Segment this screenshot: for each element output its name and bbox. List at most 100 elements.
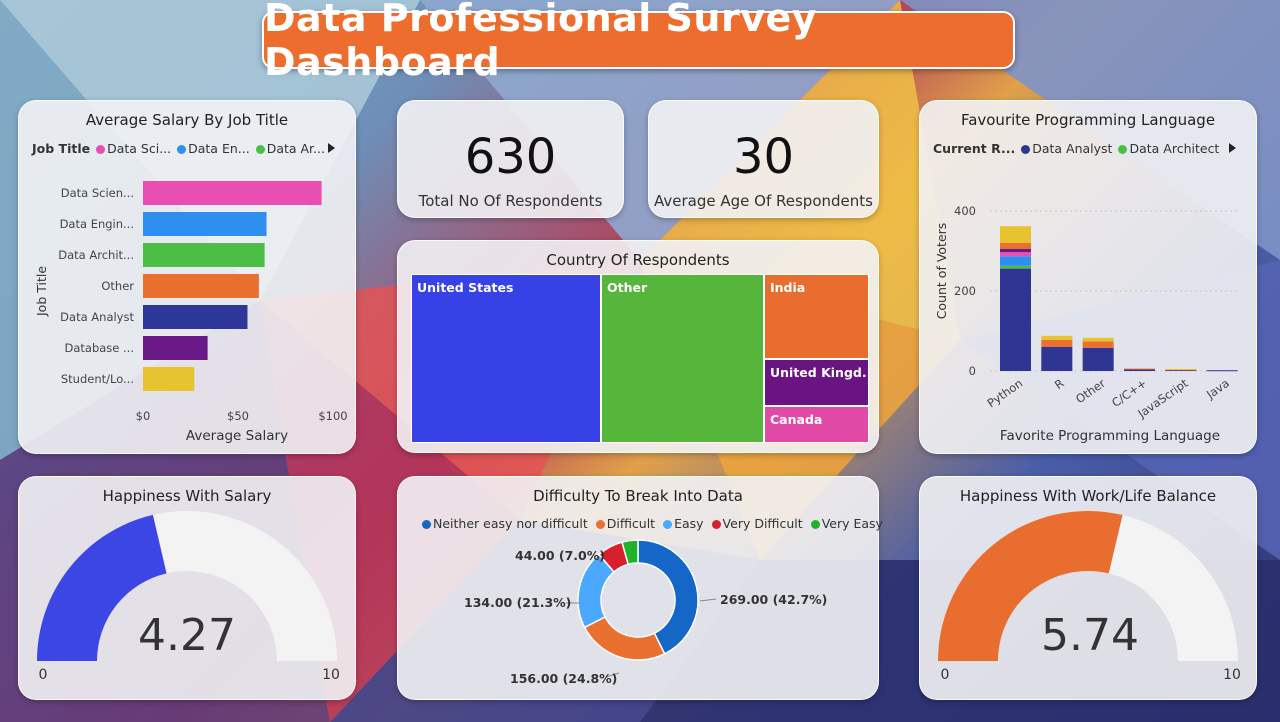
language-bar-segment xyxy=(1041,339,1073,347)
salary-tick-label: Data Scien... xyxy=(61,186,134,200)
legend-item[interactable]: Very Difficult xyxy=(711,516,803,531)
kpi-respondents-label: Total No Of Respondents xyxy=(418,192,603,210)
legend-dot xyxy=(663,520,673,529)
language-x-tick: Python xyxy=(985,376,1026,410)
leader-line xyxy=(605,672,620,678)
language-bar-segment xyxy=(1082,337,1114,342)
country-chart-card[interactable]: Country Of Respondents United States Oth… xyxy=(397,240,879,453)
language-y-tick: 200 xyxy=(954,284,976,298)
dashboard-title-banner: Data Professional Survey Dashboard xyxy=(262,0,1015,84)
language-legend: Current R... Data Analyst Data Architect xyxy=(933,141,1219,156)
donut-slice xyxy=(637,539,699,655)
salary-tick-label: Database ... xyxy=(65,341,135,355)
language-stacked-bar-chart: Count of Voters Favorite Programming Lan… xyxy=(934,204,1238,444)
language-xlabel: Favorite Programming Language xyxy=(1000,428,1220,444)
difficulty-legend: Neither easy nor difficult Difficult Eas… xyxy=(422,516,883,531)
happiness-worklife-title: Happiness With Work/Life Balance xyxy=(959,487,1217,505)
language-bar-segment xyxy=(1000,265,1031,269)
salary-x-tick: $100 xyxy=(318,409,347,423)
language-bar-segment xyxy=(1000,268,1031,371)
legend-item[interactable]: Data Architect xyxy=(1118,141,1219,156)
language-bar-segment xyxy=(1165,369,1197,370)
kpi-age-value: 30 xyxy=(732,129,795,185)
salary-xlabel: Average Salary xyxy=(186,428,288,444)
salary-tick-label: Data Analyst xyxy=(60,310,134,324)
legend-dot xyxy=(711,520,721,529)
salary-bar xyxy=(143,367,195,391)
treemap-cell-canada[interactable]: Canada xyxy=(764,406,869,443)
language-bar-segment xyxy=(1082,341,1114,348)
gauge-min: 0 xyxy=(941,667,950,683)
happiness-worklife-card[interactable]: Happiness With Work/Life Balance 5.74 0 … xyxy=(919,476,1257,700)
kpi-respondents-card[interactable]: 630 Total No Of Respondents xyxy=(397,100,624,218)
happiness-salary-card[interactable]: Happiness With Salary 4.27 0 10 xyxy=(18,476,356,700)
treemap-cell-united-states[interactable]: United States xyxy=(411,274,601,443)
treemap-cell-other[interactable]: Other xyxy=(601,274,764,443)
salary-bar xyxy=(143,305,248,329)
treemap-cell-united-kingdom[interactable]: United Kingd... xyxy=(764,359,869,406)
gauge-value: 4.27 xyxy=(138,610,236,661)
language-bar-segment xyxy=(1000,249,1031,253)
language-y-tick: 0 xyxy=(969,364,976,378)
legend-dot xyxy=(1118,145,1128,154)
dashboard-title: Data Professional Survey Dashboard xyxy=(264,0,818,84)
language-bar-segment xyxy=(1206,370,1238,372)
salary-bar xyxy=(143,336,208,360)
language-chart-title: Favourite Programming Language xyxy=(960,111,1216,129)
salary-x-tick: $0 xyxy=(136,409,151,423)
data-label-very-difficult: 44.00 (7.0%) xyxy=(515,548,605,563)
language-y-tick: 400 xyxy=(954,204,976,218)
legend-dot xyxy=(595,520,605,529)
legend-dot xyxy=(96,145,106,154)
data-label-easy: 134.00 (21.3%) xyxy=(464,595,571,610)
language-chart-card[interactable]: Favourite Programming Language Current R… xyxy=(919,100,1257,454)
legend-item[interactable]: Data Sci... xyxy=(96,141,171,156)
legend-item[interactable]: Easy xyxy=(663,516,704,531)
salary-legend-title: Job Title xyxy=(32,141,91,156)
leader-line xyxy=(699,598,717,602)
language-bar-segment xyxy=(1000,256,1031,266)
salary-tick-label: Data Archit... xyxy=(58,248,134,262)
legend-next-arrow-icon[interactable] xyxy=(328,143,335,153)
kpi-age-label: Average Age Of Respondents xyxy=(654,192,873,210)
legend-item[interactable]: Difficult xyxy=(595,516,655,531)
salary-bar xyxy=(143,181,322,205)
language-bar-segment xyxy=(1041,347,1073,371)
happiness-worklife-gauge: 5.74 0 10 xyxy=(938,511,1241,683)
happiness-salary-title: Happiness With Salary xyxy=(102,487,272,505)
salary-chart-card[interactable]: Average Salary By Job Title Job Title Da… xyxy=(18,100,356,454)
language-ylabel: Count of Voters xyxy=(934,223,949,320)
difficulty-chart-card[interactable]: Difficulty To Break Into Data Neither ea… xyxy=(397,476,883,700)
language-legend-title: Current R... xyxy=(933,141,1016,156)
salary-legend: Job Title Data Sci... Data En... Data Ar… xyxy=(32,141,325,156)
kpi-age-card[interactable]: 30 Average Age Of Respondents xyxy=(648,100,879,218)
legend-next-arrow-icon[interactable] xyxy=(1229,143,1236,153)
salary-tick-label: Student/Lo... xyxy=(61,372,134,386)
salary-bar-chart: Job Title Average Salary Data Scien... Da… xyxy=(34,181,348,444)
gauge-max: 10 xyxy=(1223,667,1241,683)
legend-item[interactable]: Data Analyst xyxy=(1021,141,1112,156)
difficulty-donut-chart: 269.00 (42.7%) 156.00 (24.8%) 134.00 (21… xyxy=(464,539,827,686)
data-label-difficult: 156.00 (24.8%) xyxy=(510,671,617,686)
data-label-neither: 269.00 (42.7%) xyxy=(720,592,827,607)
legend-item[interactable]: Data En... xyxy=(177,141,250,156)
language-x-tick: Other xyxy=(1073,376,1108,406)
legend-item[interactable]: Data Ar... xyxy=(255,141,325,156)
gauge-min: 0 xyxy=(39,667,48,683)
gauge-fill xyxy=(938,511,1123,661)
legend-item[interactable]: Very Easy xyxy=(810,516,883,531)
legend-item[interactable]: Neither easy nor difficult xyxy=(422,516,588,531)
treemap-cell-india[interactable]: India xyxy=(764,274,869,359)
donut-slice xyxy=(583,615,666,661)
salary-chart-title: Average Salary By Job Title xyxy=(85,111,289,129)
salary-bar xyxy=(143,212,267,236)
difficulty-chart-title: Difficulty To Break Into Data xyxy=(533,487,743,505)
salary-bar xyxy=(143,243,265,267)
language-x-tick: R xyxy=(1052,376,1067,392)
leader-line xyxy=(596,556,602,564)
salary-tick-label: Data Engin... xyxy=(60,217,134,231)
language-bar-segment xyxy=(1124,368,1155,370)
language-bar-segment xyxy=(1000,252,1031,257)
donut-slice xyxy=(621,539,639,566)
gauge-max: 10 xyxy=(322,667,340,683)
